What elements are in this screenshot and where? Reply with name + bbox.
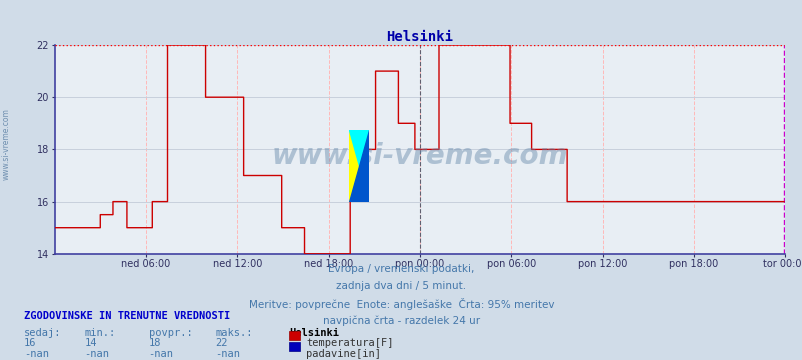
Title: Helsinki: Helsinki	[386, 30, 453, 44]
Text: 22: 22	[215, 338, 228, 348]
Text: sedaj:: sedaj:	[24, 328, 62, 338]
Text: Helsinki: Helsinki	[289, 328, 338, 338]
Text: padavine[in]: padavine[in]	[306, 349, 380, 359]
Text: www.si-vreme.com: www.si-vreme.com	[271, 142, 568, 170]
Text: 18: 18	[148, 338, 161, 348]
Text: zadnja dva dni / 5 minut.: zadnja dva dni / 5 minut.	[336, 281, 466, 291]
Text: navpična črta - razdelek 24 ur: navpična črta - razdelek 24 ur	[322, 315, 480, 326]
Text: ZGODOVINSKE IN TRENUTNE VREDNOSTI: ZGODOVINSKE IN TRENUTNE VREDNOSTI	[24, 311, 230, 321]
Text: -nan: -nan	[215, 349, 240, 359]
Polygon shape	[349, 130, 369, 202]
Text: maks.:: maks.:	[215, 328, 253, 338]
Polygon shape	[349, 130, 369, 202]
Text: Evropa / vremenski podatki,: Evropa / vremenski podatki,	[328, 264, 474, 274]
Text: Meritve: povprečne  Enote: anglešaške  Črta: 95% meritev: Meritve: povprečne Enote: anglešaške Črt…	[249, 298, 553, 310]
Text: 16: 16	[24, 338, 37, 348]
Text: povpr.:: povpr.:	[148, 328, 192, 338]
Text: temperatura[F]: temperatura[F]	[306, 338, 393, 348]
Text: 14: 14	[84, 338, 97, 348]
Text: -nan: -nan	[24, 349, 49, 359]
Polygon shape	[349, 130, 369, 202]
Text: -nan: -nan	[84, 349, 109, 359]
Text: -nan: -nan	[148, 349, 173, 359]
Text: min.:: min.:	[84, 328, 115, 338]
Text: www.si-vreme.com: www.si-vreme.com	[2, 108, 11, 180]
